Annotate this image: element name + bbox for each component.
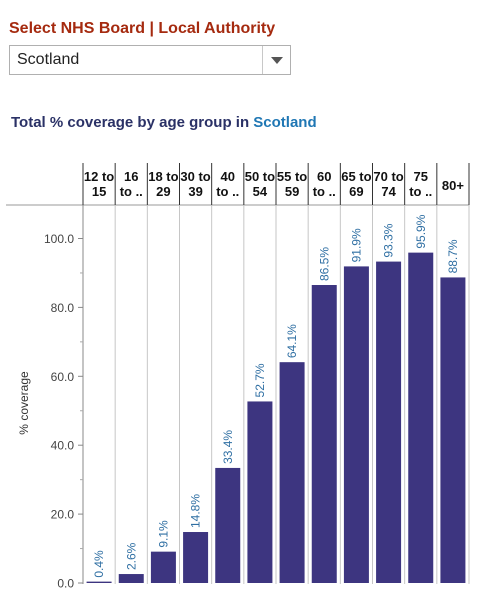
board-select-label: Select NHS Board | Local Authority (9, 20, 276, 37)
bar-value-label: 33.4% (221, 430, 235, 464)
y-tick-label: 60.0 (51, 370, 75, 384)
chart-title-region[interactable]: Scotland (253, 114, 317, 131)
y-tick-label: 100.0 (44, 232, 74, 246)
y-tick-label: 0.0 (57, 577, 74, 591)
bar-value-label: 95.9% (414, 214, 428, 248)
board-dropdown-value: Scotland (17, 51, 80, 68)
bar[interactable] (86, 581, 112, 583)
chevron-down-icon (271, 57, 283, 64)
x-category-label: to .. (409, 184, 432, 199)
x-category-label: 70 to (373, 169, 403, 184)
y-axis-label: % coverage (17, 371, 31, 435)
x-category-label: to .. (120, 184, 143, 199)
x-category-label: 74 (381, 184, 396, 199)
bar-value-label: 2.6% (124, 542, 138, 570)
x-category-label: 29 (156, 184, 170, 199)
bar-value-label: 0.4% (92, 550, 106, 578)
bar[interactable] (279, 362, 305, 583)
bar-value-label: 9.1% (156, 520, 170, 548)
dropdown-toggle[interactable] (262, 46, 290, 74)
x-category-label: 50 to (245, 169, 275, 184)
bar[interactable] (311, 285, 337, 583)
bar[interactable] (215, 467, 241, 583)
bar[interactable] (376, 261, 402, 583)
x-category-label: 40 (221, 169, 235, 184)
x-category-label: 59 (285, 184, 299, 199)
bar[interactable] (440, 277, 466, 583)
bar-value-label: 86.5% (317, 247, 331, 281)
x-category-label: 60 (317, 169, 331, 184)
x-category-label: 80+ (442, 178, 464, 193)
bar-value-label: 88.7% (446, 239, 460, 273)
bar[interactable] (183, 532, 209, 583)
bar-value-label: 14.8% (189, 494, 203, 528)
y-tick-label: 20.0 (51, 508, 75, 522)
x-category-label: 75 (414, 169, 428, 184)
bar[interactable] (408, 252, 434, 583)
x-category-label: to .. (216, 184, 239, 199)
x-category-label: 16 (124, 169, 138, 184)
x-category-label: 18 to (148, 169, 178, 184)
x-category-label: to .. (313, 184, 336, 199)
bar-value-label: 52.7% (253, 363, 267, 397)
bar-value-label: 91.9% (349, 228, 363, 262)
y-tick-label: 80.0 (51, 301, 75, 315)
x-category-label: 55 to (277, 169, 307, 184)
x-category-label: 12 to (84, 169, 114, 184)
x-category-label: 30 to (180, 169, 210, 184)
y-tick-label: 40.0 (51, 439, 75, 453)
x-category-label: 69 (349, 184, 363, 199)
bar[interactable] (150, 551, 176, 583)
x-category-label: 39 (188, 184, 202, 199)
bar[interactable] (118, 574, 144, 583)
chart-title: Total % coverage by age group in Scotlan… (11, 114, 317, 131)
bar-value-label: 93.3% (382, 223, 396, 257)
x-category-label: 54 (253, 184, 268, 199)
x-category-label: 15 (92, 184, 106, 199)
board-dropdown[interactable]: Scotland (9, 45, 291, 75)
bar-value-label: 64.1% (285, 324, 299, 358)
x-category-label: 65 to (341, 169, 371, 184)
bar[interactable] (343, 266, 369, 583)
bar[interactable] (247, 401, 273, 583)
chart-title-prefix: Total % coverage by age group in (11, 114, 254, 131)
